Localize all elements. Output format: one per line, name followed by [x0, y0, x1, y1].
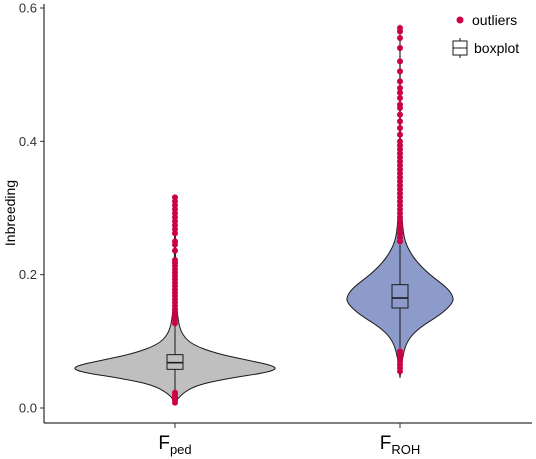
y-tick-label: 0.0	[19, 401, 37, 416]
outlier-point	[397, 35, 403, 41]
outlier-point	[397, 111, 403, 118]
outlier-point	[397, 125, 403, 131]
outlier-point	[397, 95, 403, 101]
y-tick-label: 0.2	[19, 267, 37, 282]
outlier-point	[172, 389, 178, 396]
outlier-point	[397, 78, 403, 85]
outlier-point	[397, 131, 403, 138]
outlier-point	[397, 45, 403, 51]
legend: outliers boxplot	[452, 12, 519, 58]
violin-group-roh	[346, 24, 454, 379]
legend-outlier-symbol	[456, 16, 464, 24]
outlier-point	[397, 118, 403, 125]
outliers	[172, 194, 178, 406]
outlier-point	[172, 238, 178, 245]
x-ticks: Fped FROH	[158, 423, 420, 457]
x-tick-label-main: F	[158, 433, 170, 454]
legend-outliers-label: outliers	[472, 12, 517, 28]
boxplot-box	[391, 284, 409, 309]
outlier-point	[397, 68, 403, 75]
outlier-point	[397, 138, 403, 145]
outlier-point	[397, 101, 403, 108]
outlier-point	[397, 348, 403, 355]
y-tick-label: 0.6	[19, 1, 37, 16]
y-ticks: 0.0 0.2 0.4 0.6	[19, 1, 44, 416]
outlier-point	[172, 194, 178, 201]
x-tick-label-subscript: ROH	[391, 442, 420, 457]
legend-item-outliers: outliers	[456, 12, 517, 28]
y-axis-title: Inbreeding	[2, 180, 18, 246]
legend-item-boxplot: boxplot	[452, 38, 519, 58]
x-tick-label-roh: FROH	[380, 433, 421, 457]
violin-group-ped	[74, 194, 276, 406]
y-tick-label: 0.4	[19, 134, 37, 149]
x-tick-label-subscript: ped	[170, 442, 192, 457]
outlier-point	[397, 25, 403, 31]
legend-boxplot-label: boxplot	[474, 40, 519, 56]
outlier-point	[397, 85, 403, 91]
outlier-point	[172, 257, 178, 263]
outlier-point	[397, 58, 403, 65]
outliers	[397, 25, 403, 375]
x-tick-label-main: F	[380, 433, 392, 454]
outlier-point	[397, 89, 403, 96]
plot-area	[74, 24, 454, 406]
outlier-point	[172, 247, 178, 254]
x-tick-label-ped: Fped	[158, 433, 191, 457]
